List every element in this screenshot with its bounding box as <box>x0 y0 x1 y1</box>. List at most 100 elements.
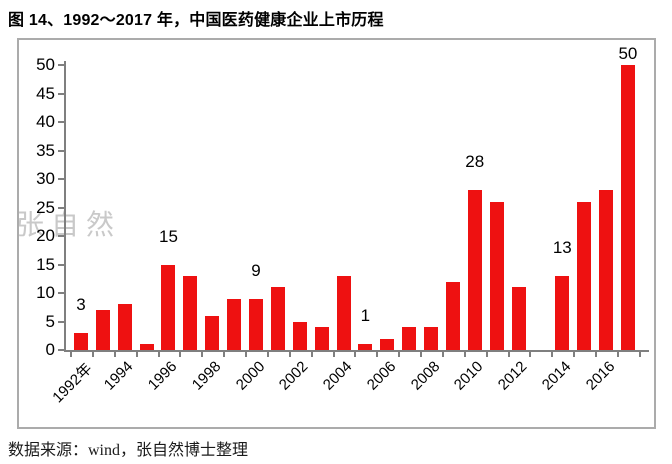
x-axis-label-text: 2010 <box>451 358 487 394</box>
bar-2000 <box>248 298 263 350</box>
x-tick <box>223 352 226 357</box>
y-tick <box>58 235 64 237</box>
x-axis-label-text: 1994 <box>101 358 137 394</box>
data-label-2000: 9 <box>251 260 261 280</box>
x-tick <box>551 352 554 357</box>
chart-frame: 0 5 10 15 20 25 30 35 40 45 50 3 15 9 1 28 13 50 1992年 1994… <box>17 38 656 429</box>
x-axis-label-text: 1998 <box>188 358 225 394</box>
bar-2007 <box>402 327 417 350</box>
x-tick <box>420 352 423 357</box>
bar-2011 <box>489 201 504 350</box>
bar-2008 <box>424 327 439 350</box>
x-axis-label-text: 2008 <box>407 358 444 394</box>
bar-1994 <box>117 304 132 350</box>
bar-1993 <box>95 310 110 350</box>
bar-2016 <box>599 190 614 350</box>
x-tick <box>573 352 576 357</box>
bar-2012 <box>511 287 526 350</box>
data-label-2010: 28 <box>465 152 485 172</box>
x-tick <box>507 352 510 357</box>
y-axis-label: 5 <box>45 311 55 331</box>
x-tick <box>201 352 204 357</box>
data-label-2005: 1 <box>360 306 371 326</box>
bar-2004 <box>336 275 351 350</box>
y-axis-label: 30 <box>36 169 55 188</box>
y-axis-label: 35 <box>36 140 55 160</box>
x-axis-label-text: 2000 <box>232 358 268 394</box>
x-tick <box>463 352 466 357</box>
y-tick <box>58 206 64 209</box>
x-tick <box>441 352 444 357</box>
data-label-1992: 3 <box>76 294 86 314</box>
x-axis-label-text: 2014 <box>538 358 575 394</box>
x-axis-label-text: 2006 <box>363 358 400 394</box>
x-tick <box>135 352 138 357</box>
y-tick <box>58 92 64 95</box>
y-axis-label: 50 <box>36 55 55 74</box>
bar-chart-plot-area: 0 5 10 15 20 25 30 35 40 45 50 3 15 9 1 28 13 50 1992年 1994… <box>19 40 654 427</box>
x-tick <box>617 352 619 357</box>
y-axis-line <box>64 61 66 352</box>
bar-1996 <box>161 264 176 350</box>
y-axis-label: 25 <box>36 197 55 217</box>
y-axis-label: 20 <box>36 226 55 245</box>
y-axis-label: 10 <box>36 283 55 302</box>
x-tick <box>91 352 94 357</box>
data-label-2014: 13 <box>552 237 572 257</box>
bar-2002 <box>292 321 307 350</box>
y-axis-label: 45 <box>36 83 55 103</box>
y-axis-label: 15 <box>36 254 55 274</box>
x-tick <box>288 352 291 357</box>
x-tick <box>113 352 116 357</box>
x-tick <box>485 352 488 357</box>
x-tick <box>376 352 379 357</box>
figure-title: 图 14、1992～2017 年，中国医药健康企业上市历程 <box>8 12 384 29</box>
x-tick <box>179 352 182 357</box>
x-tick <box>638 352 641 357</box>
y-tick <box>58 292 64 294</box>
y-tick <box>58 178 64 180</box>
bar-2017 <box>620 65 635 350</box>
x-tick <box>398 352 401 357</box>
x-axis-label-text: 1996 <box>144 358 181 394</box>
bar-2015 <box>577 201 592 350</box>
x-tick <box>595 352 598 357</box>
bar-1992 <box>73 332 88 350</box>
source-note: 数据来源：wind，张自然博士整理 <box>8 442 249 459</box>
bar-1999 <box>227 298 242 350</box>
x-axis-line <box>64 350 649 352</box>
y-tick <box>58 320 64 323</box>
y-tick <box>58 64 64 66</box>
bar-2009 <box>445 281 460 350</box>
y-tick <box>58 263 64 266</box>
bar-2001 <box>270 287 285 350</box>
x-tick <box>332 352 335 357</box>
x-tick <box>266 352 269 357</box>
data-label-2017: 50 <box>618 44 638 63</box>
y-axis-label: 40 <box>36 112 55 131</box>
bar-2014 <box>555 275 570 350</box>
x-tick <box>354 352 357 357</box>
y-tick <box>58 149 64 152</box>
x-tick <box>310 352 313 357</box>
x-axis-label-text: 1992年 <box>48 360 96 407</box>
x-axis-label-text: 2016 <box>582 358 619 394</box>
x-axis-label-text: 2002 <box>276 358 312 394</box>
x-tick <box>157 352 160 357</box>
bar-2006 <box>380 338 395 350</box>
y-tick <box>58 349 64 351</box>
x-tick <box>245 352 248 357</box>
x-tick <box>529 352 532 357</box>
bar-1997 <box>183 275 198 350</box>
bar-1998 <box>205 315 220 350</box>
bar-2003 <box>314 327 329 350</box>
y-tick <box>58 121 64 123</box>
data-label-1996: 15 <box>158 226 178 246</box>
x-axis-label-text: 2012 <box>494 358 531 394</box>
x-tick <box>70 352 72 357</box>
bar-2005 <box>358 344 373 350</box>
x-axis-label-text: 2004 <box>319 358 356 394</box>
bar-2010 <box>467 190 482 350</box>
y-axis-label: 0 <box>45 340 55 359</box>
